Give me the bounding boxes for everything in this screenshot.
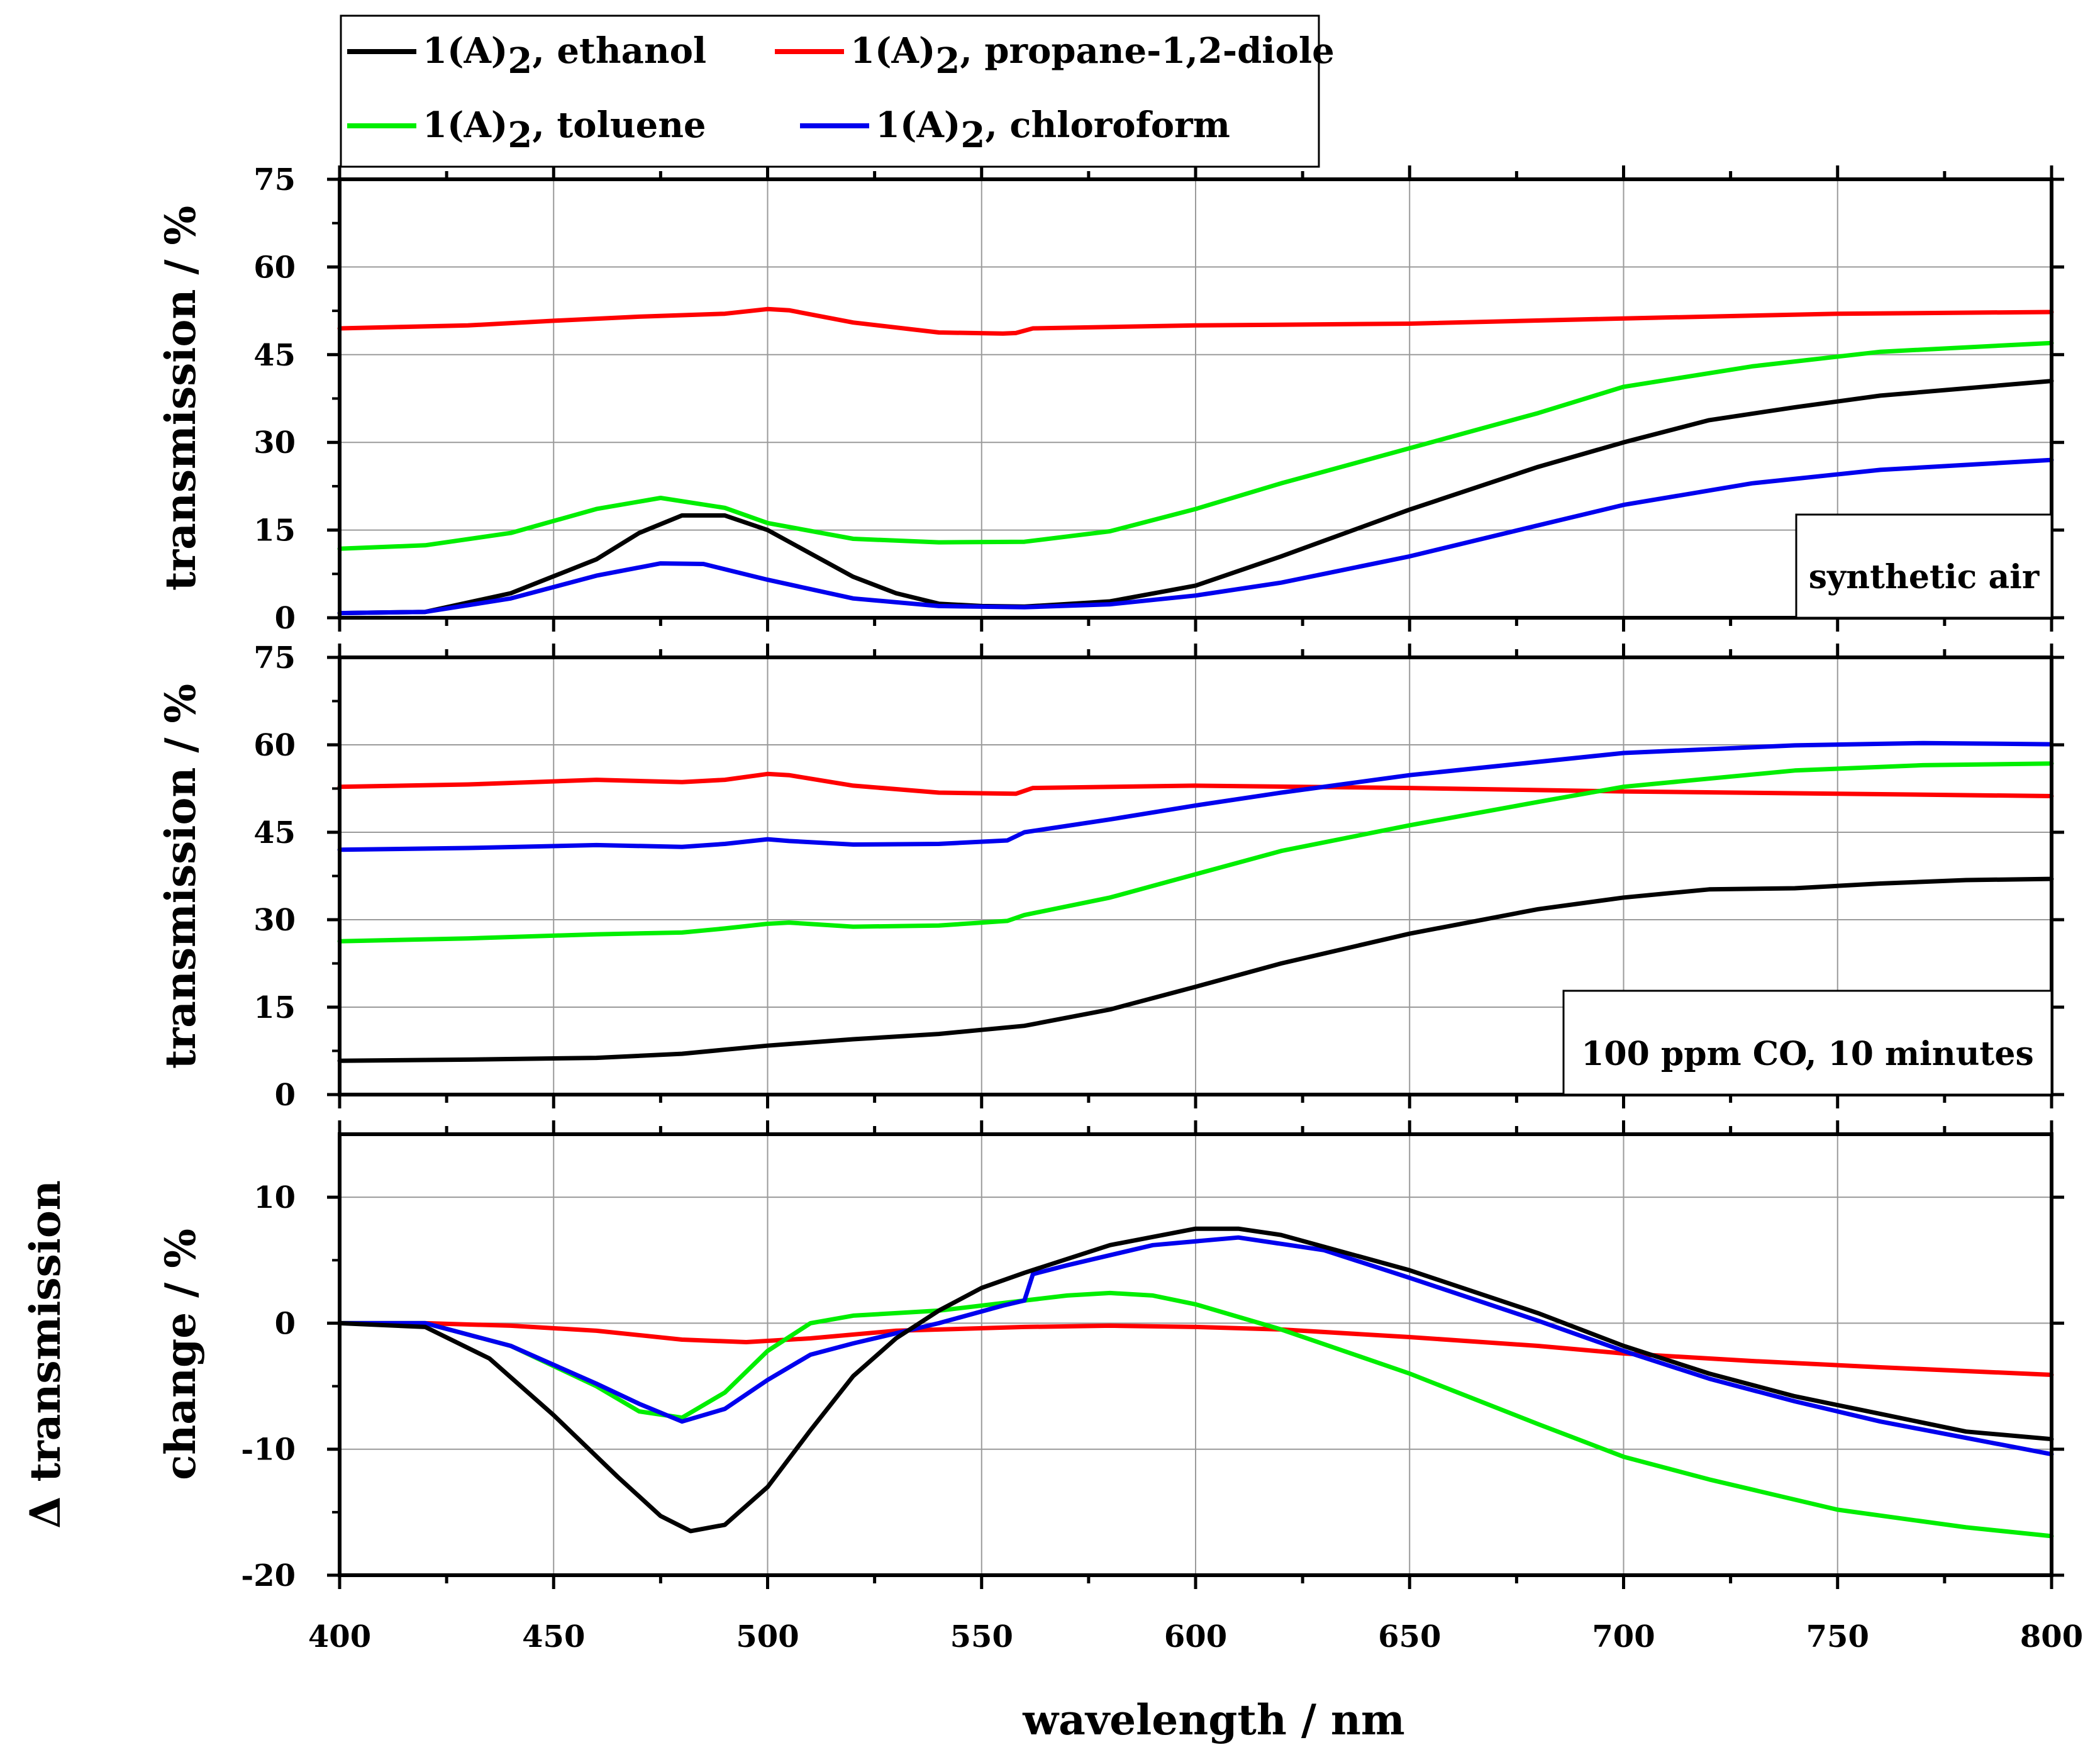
y-tick-label-top-0: 0 — [275, 601, 296, 636]
x-tick-label-800: 800 — [2020, 1619, 2083, 1654]
x-tick-label-550: 550 — [950, 1619, 1013, 1654]
y-tick-label-middle-75: 75 — [253, 640, 296, 676]
series-layer — [337, 306, 2054, 1539]
y-tick-label-top-45: 45 — [253, 338, 296, 373]
x-axis-title: wavelength / nm — [1022, 1695, 1404, 1744]
x-tick-label-500: 500 — [736, 1619, 799, 1654]
y-tick-label-bottom--20: -20 — [241, 1558, 296, 1593]
annotation-co-exposure-text: 100 ppm CO, 10 minutes — [1581, 1035, 2034, 1073]
legend-entries: 1(A)2, ethanol 1(A)2, propane-1,2-diole 1(… — [347, 30, 1335, 156]
panel-middle-frame — [338, 655, 2053, 1096]
series-line-bottom-chloroform — [337, 1235, 2054, 1457]
series-line-middle-propane — [337, 771, 2054, 798]
legend: 1(A)2, ethanol 1(A)2, propane-1,2-diole 1(… — [340, 14, 1335, 168]
series-line-middle-chloroform — [337, 740, 2054, 852]
series-line-bottom-ethanol — [337, 1226, 2054, 1534]
y-axis-title-delta: Δ transmission — [21, 1180, 70, 1529]
x-tick-label-700: 700 — [1592, 1619, 1655, 1654]
series-line-middle-toluene — [337, 761, 2054, 944]
y-tick-label-bottom--10: -10 — [241, 1432, 296, 1468]
series-line-top-toluene — [337, 340, 2054, 551]
y-tick-label-middle-45: 45 — [253, 815, 296, 851]
series-line-bottom-toluene — [337, 1290, 2054, 1539]
x-tick-label-650: 650 — [1378, 1619, 1441, 1654]
y-tick-label-top-15: 15 — [253, 513, 296, 549]
annotation-co-exposure: 100 ppm CO, 10 minutes — [1562, 990, 2053, 1096]
legend-label-chloroform: 1(A)2, chloroform — [875, 104, 1230, 156]
series-line-top-chloroform — [337, 457, 2054, 616]
x-tick-label-750: 750 — [1806, 1619, 1869, 1654]
x-tick-label-450: 450 — [522, 1619, 585, 1654]
legend-label-ethanol: 1(A)2, ethanol — [423, 30, 706, 82]
y-tick-label-top-30: 30 — [253, 425, 296, 460]
y-tick-label-bottom-10: 10 — [253, 1180, 296, 1215]
x-tick-label-400: 400 — [308, 1619, 371, 1654]
y-tick-label-middle-60: 60 — [253, 728, 296, 763]
panel-top-frame — [338, 177, 2053, 620]
y-tick-label-middle-0: 0 — [275, 1078, 296, 1113]
panel-bottom-frame — [338, 1132, 2053, 1577]
y-tick-label-top-60: 60 — [253, 250, 296, 285]
legend-box — [340, 14, 1320, 168]
y-axis-title-middle: transmission / % — [156, 684, 205, 1069]
legend-label-propane: 1(A)2, propane-1,2-diole — [850, 30, 1335, 82]
y-tick-label-middle-30: 30 — [253, 903, 296, 938]
x-tick-label-600: 600 — [1164, 1619, 1227, 1654]
series-line-middle-ethanol — [337, 876, 2054, 1063]
y-tick-label-bottom-0: 0 — [275, 1306, 296, 1341]
y-tick-label-middle-15: 15 — [253, 990, 296, 1025]
grid-layer — [340, 179, 2052, 1575]
annotation-synthetic-air-text: synthetic air — [1809, 558, 2040, 596]
y-axis-title-bottom: change / % — [156, 1229, 205, 1480]
series-line-top-propane — [337, 306, 2054, 336]
annotation-synthetic-air: synthetic air — [1795, 513, 2053, 619]
y-axis-title-top: transmission / % — [156, 206, 205, 591]
y-tick-label-top-75: 75 — [253, 162, 296, 198]
legend-label-toluene: 1(A)2, toluene — [423, 104, 706, 156]
